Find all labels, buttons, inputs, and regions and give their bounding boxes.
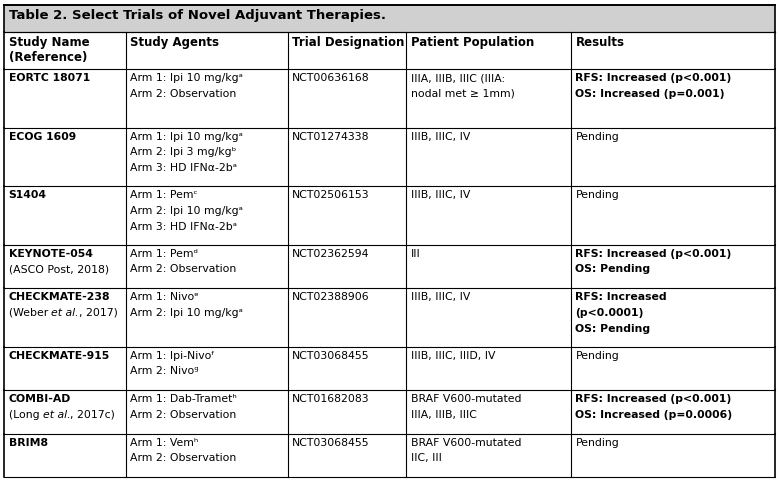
Text: CHECKMATE-915: CHECKMATE-915	[9, 350, 110, 361]
Text: NCT00636168: NCT00636168	[292, 73, 370, 83]
Text: Arm 1: Ipi 10 mg/kgᵃ: Arm 1: Ipi 10 mg/kgᵃ	[130, 73, 243, 83]
Text: S1404: S1404	[9, 190, 47, 200]
Text: OS: Increased (p=0.0006): OS: Increased (p=0.0006)	[576, 410, 732, 420]
Text: Pending: Pending	[576, 438, 619, 448]
Text: Arm 2: Observation: Arm 2: Observation	[130, 410, 237, 420]
Text: Arm 2: Ipi 10 mg/kgᵃ: Arm 2: Ipi 10 mg/kgᵃ	[130, 206, 243, 216]
Text: Arm 1: Dab-Trametʰ: Arm 1: Dab-Trametʰ	[130, 394, 237, 404]
Text: et al.: et al.	[51, 308, 79, 318]
Text: Results: Results	[576, 36, 625, 49]
Text: RFS: Increased: RFS: Increased	[576, 292, 667, 302]
Text: (ASCO Post, 2018): (ASCO Post, 2018)	[9, 264, 109, 274]
Text: BRIM8: BRIM8	[9, 438, 48, 448]
Text: IIIB, IIIC, IV: IIIB, IIIC, IV	[411, 190, 471, 200]
Text: IIIA, IIIB, IIIC: IIIA, IIIB, IIIC	[411, 410, 477, 420]
Text: III: III	[411, 249, 421, 259]
Text: KEYNOTE-054: KEYNOTE-054	[9, 249, 93, 259]
Text: Arm 1: Pemᵈ: Arm 1: Pemᵈ	[130, 249, 199, 259]
Text: NCT01274338: NCT01274338	[292, 132, 370, 142]
Text: (Reference): (Reference)	[9, 52, 87, 65]
Text: Arm 2: Observation: Arm 2: Observation	[130, 89, 237, 99]
Text: NCT03068455: NCT03068455	[292, 350, 370, 361]
Bar	[4, 128, 775, 186]
Text: IIIB, IIIC, IIID, IV: IIIB, IIIC, IIID, IV	[411, 350, 495, 361]
Text: (Weber: (Weber	[9, 308, 51, 318]
Text: CHECKMATE-238: CHECKMATE-238	[9, 292, 110, 302]
Text: Arm 1: Ipi 10 mg/kgᵃ: Arm 1: Ipi 10 mg/kgᵃ	[130, 132, 243, 142]
Text: OS: Pending: OS: Pending	[576, 264, 650, 274]
Text: Arm 1: Nivoᵉ: Arm 1: Nivoᵉ	[130, 292, 199, 302]
Bar	[4, 434, 775, 477]
Text: RFS: Increased (p<0.001): RFS: Increased (p<0.001)	[576, 73, 731, 83]
Text: (Long: (Long	[9, 410, 43, 420]
Bar	[4, 245, 775, 288]
Text: (p<0.0001): (p<0.0001)	[576, 308, 643, 318]
Text: Arm 2: Observation: Arm 2: Observation	[130, 264, 237, 274]
Bar	[4, 347, 775, 390]
Bar	[4, 5, 775, 32]
Text: Arm 2: Ipi 3 mg/kgᵇ: Arm 2: Ipi 3 mg/kgᵇ	[130, 147, 237, 158]
Text: Arm 3: HD IFNα-2bᵃ: Arm 3: HD IFNα-2bᵃ	[130, 222, 238, 232]
Text: NCT01682083: NCT01682083	[292, 394, 370, 404]
Text: NCT02506153: NCT02506153	[292, 190, 370, 200]
Text: OS: Pending: OS: Pending	[576, 323, 650, 334]
Text: OS: Increased (p=0.001): OS: Increased (p=0.001)	[576, 89, 725, 99]
Text: IIIB, IIIC, IV: IIIB, IIIC, IV	[411, 132, 471, 142]
Bar	[4, 69, 775, 128]
Text: BRAF V600-mutated: BRAF V600-mutated	[411, 394, 522, 404]
Text: RFS: Increased (p<0.001): RFS: Increased (p<0.001)	[576, 394, 731, 404]
Bar	[4, 288, 775, 347]
Text: , 2017): , 2017)	[79, 308, 118, 318]
Bar	[4, 390, 775, 434]
Text: NCT03068455: NCT03068455	[292, 438, 370, 448]
Text: , 2017c): , 2017c)	[70, 410, 115, 420]
Text: et al.: et al.	[43, 410, 70, 420]
Text: Arm 3: HD IFNα-2bᵃ: Arm 3: HD IFNα-2bᵃ	[130, 163, 238, 173]
Text: RFS: Increased (p<0.001): RFS: Increased (p<0.001)	[576, 249, 731, 259]
Text: Arm 2: Observation: Arm 2: Observation	[130, 453, 237, 463]
Text: Pending: Pending	[576, 132, 619, 142]
Text: ECOG 1609: ECOG 1609	[9, 132, 76, 142]
Text: Pending: Pending	[576, 190, 619, 200]
Bar	[4, 32, 775, 69]
Text: COMBI-AD: COMBI-AD	[9, 394, 71, 404]
Text: IIIA, IIIB, IIIC (IIIA:: IIIA, IIIB, IIIC (IIIA:	[411, 73, 506, 83]
Text: EORTC 18071: EORTC 18071	[9, 73, 90, 83]
Text: nodal met ≥ 1mm): nodal met ≥ 1mm)	[411, 89, 515, 99]
Text: Table 2. Select Trials of Novel Adjuvant Therapies.: Table 2. Select Trials of Novel Adjuvant…	[9, 9, 386, 22]
Text: Arm 1: Vemʰ: Arm 1: Vemʰ	[130, 438, 199, 448]
Text: Arm 2: Ipi 10 mg/kgᵃ: Arm 2: Ipi 10 mg/kgᵃ	[130, 308, 243, 318]
Text: Arm 1: Ipi-Nivoᶠ: Arm 1: Ipi-Nivoᶠ	[130, 350, 215, 361]
Text: Study Name: Study Name	[9, 36, 89, 49]
Text: Study Agents: Study Agents	[130, 36, 220, 49]
Text: IIC, III: IIC, III	[411, 453, 442, 463]
Text: NCT02362594: NCT02362594	[292, 249, 370, 259]
Text: BRAF V600-mutated: BRAF V600-mutated	[411, 438, 522, 448]
Bar	[4, 186, 775, 245]
Text: Pending: Pending	[576, 350, 619, 361]
Text: IIIB, IIIC, IV: IIIB, IIIC, IV	[411, 292, 471, 302]
Text: Patient Population: Patient Population	[411, 36, 534, 49]
Text: Arm 2: Nivoᵍ: Arm 2: Nivoᵍ	[130, 366, 199, 376]
Text: Arm 1: Pemᶜ: Arm 1: Pemᶜ	[130, 190, 198, 200]
Text: NCT02388906: NCT02388906	[292, 292, 370, 302]
Text: Trial Designation: Trial Designation	[292, 36, 405, 49]
